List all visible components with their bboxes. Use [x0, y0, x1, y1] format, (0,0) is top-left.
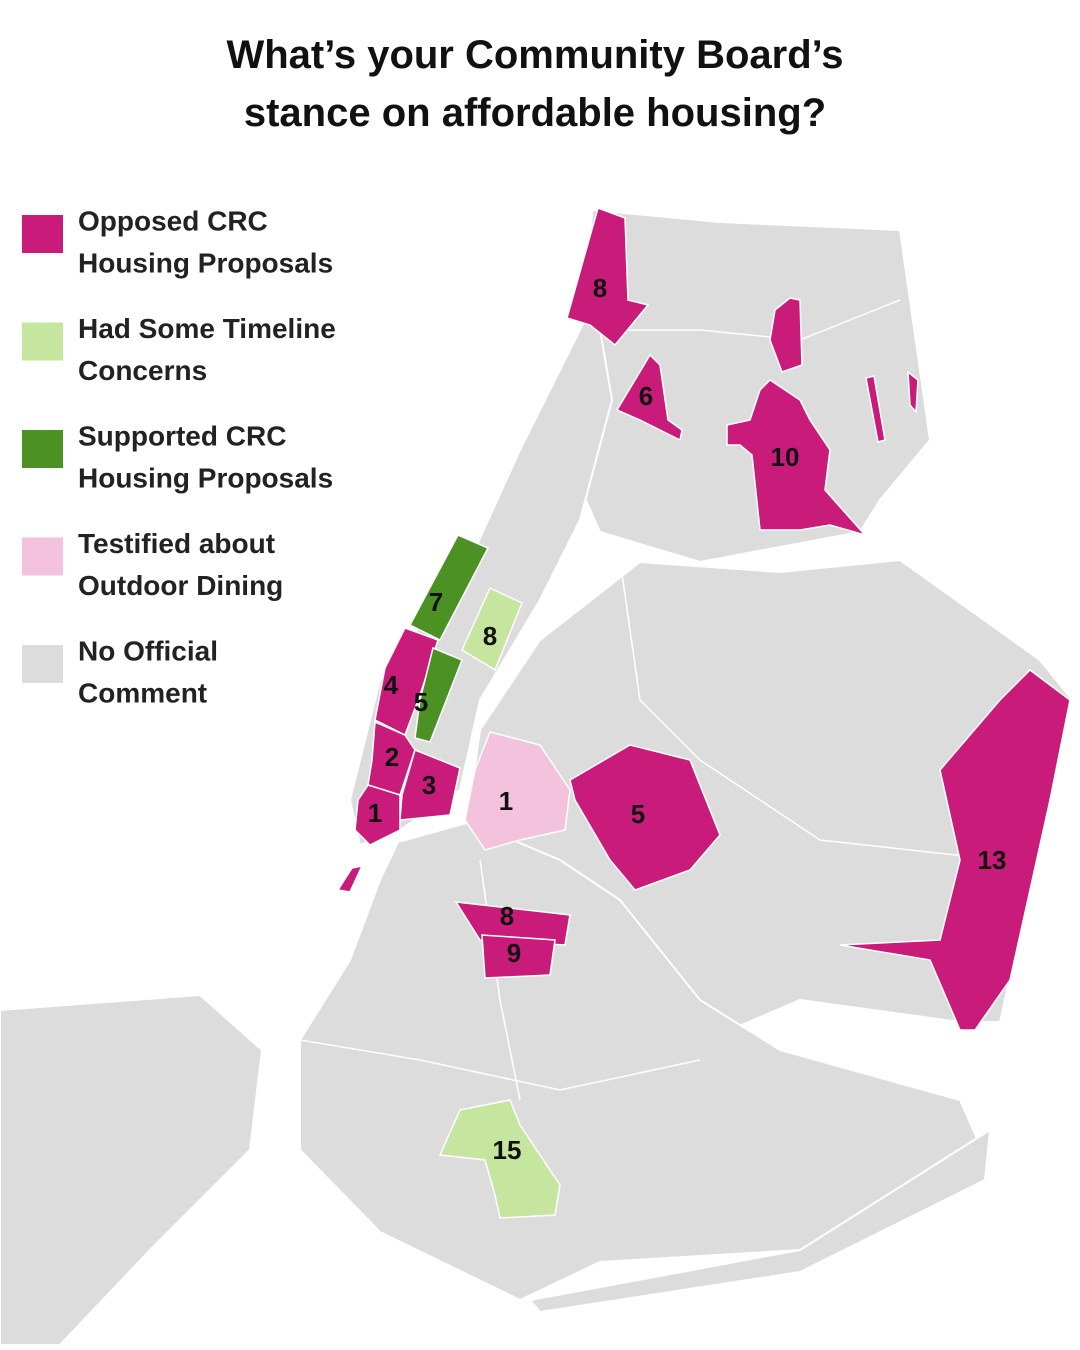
legend-label: Outdoor Dining: [78, 570, 283, 601]
district-label: 10: [771, 442, 800, 472]
districts: [336, 207, 1071, 1219]
district: [438, 1099, 561, 1219]
district-label: 6: [639, 381, 653, 411]
legend-label: Housing Proposals: [78, 462, 333, 493]
district: [461, 586, 523, 672]
district-label: 8: [593, 273, 607, 303]
district: [399, 748, 461, 821]
district-labels: 8 6 10 7 8 4 5 2 3 1 1 5 13 8 9 15: [368, 273, 1007, 1165]
district-label: 7: [429, 587, 443, 617]
district-label: 2: [385, 742, 399, 772]
district: [726, 379, 868, 537]
legend-label: Comment: [78, 677, 207, 708]
district: [769, 297, 803, 373]
legend: Opposed CRC Housing Proposals Had Some Tim…: [22, 205, 336, 708]
district-label: 4: [384, 670, 399, 700]
legend-label: Had Some Timeline: [78, 313, 336, 344]
district: [464, 731, 571, 851]
legend-swatch: [22, 537, 63, 576]
district: [907, 370, 919, 414]
district: [454, 901, 571, 946]
district-label: 13: [978, 845, 1007, 875]
district: [865, 375, 886, 443]
district: [408, 534, 490, 642]
legend-label: Opposed CRC: [78, 205, 268, 236]
legend-swatch: [22, 322, 63, 361]
legend-swatch: [22, 215, 63, 253]
district: [481, 934, 556, 979]
legend-swatch: [22, 645, 63, 683]
legend-label: No Official: [78, 635, 218, 666]
district: [414, 646, 463, 743]
district: [354, 784, 401, 846]
district-label: 9: [507, 938, 521, 968]
legend-label: Concerns: [78, 355, 207, 386]
legend-swatch: [22, 430, 63, 468]
title-line: What’s your Community Board’s: [226, 33, 843, 77]
district: [569, 744, 721, 891]
landmass: [0, 208, 1074, 1346]
district: [615, 353, 683, 442]
district-label: 15: [493, 1135, 522, 1165]
title-line: stance on affordable housing?: [244, 91, 826, 135]
legend-label: Housing Proposals: [78, 247, 333, 278]
legend-label: Testified about: [78, 528, 275, 559]
district-label: 8: [483, 621, 497, 651]
legend-label: Supported CRC: [78, 420, 286, 451]
district-label: 8: [500, 901, 514, 931]
district-label: 5: [631, 799, 645, 829]
district-label: 1: [499, 786, 513, 816]
district-label: 1: [368, 798, 382, 828]
district: [336, 864, 364, 893]
district: [839, 669, 1071, 1031]
district: [566, 207, 650, 347]
district-label: 5: [414, 687, 428, 717]
district-label: 3: [422, 770, 436, 800]
